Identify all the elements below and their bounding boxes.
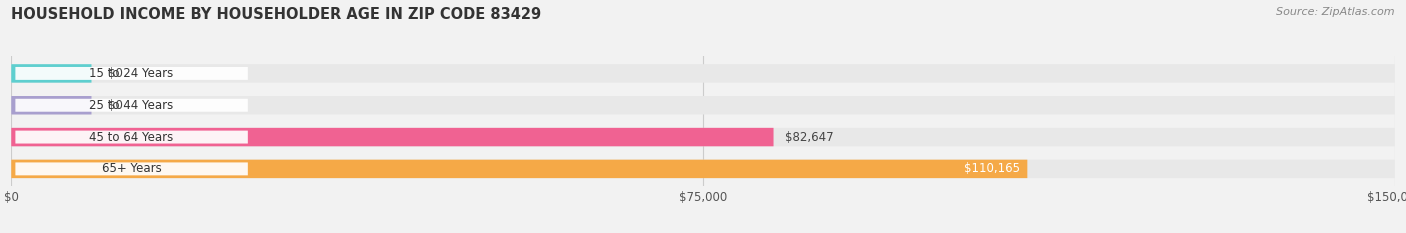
FancyBboxPatch shape (15, 67, 247, 80)
Text: 65+ Years: 65+ Years (101, 162, 162, 175)
Text: HOUSEHOLD INCOME BY HOUSEHOLDER AGE IN ZIP CODE 83429: HOUSEHOLD INCOME BY HOUSEHOLDER AGE IN Z… (11, 7, 541, 22)
FancyBboxPatch shape (11, 64, 1395, 83)
FancyBboxPatch shape (11, 96, 1395, 114)
FancyBboxPatch shape (11, 160, 1395, 178)
FancyBboxPatch shape (15, 99, 247, 112)
FancyBboxPatch shape (11, 96, 91, 114)
FancyBboxPatch shape (11, 128, 773, 146)
Text: 25 to 44 Years: 25 to 44 Years (90, 99, 174, 112)
Text: 15 to 24 Years: 15 to 24 Years (90, 67, 174, 80)
Text: $82,647: $82,647 (785, 130, 834, 144)
Text: $110,165: $110,165 (965, 162, 1021, 175)
FancyBboxPatch shape (11, 64, 91, 83)
Text: 45 to 64 Years: 45 to 64 Years (90, 130, 174, 144)
FancyBboxPatch shape (11, 160, 1028, 178)
Text: $0: $0 (108, 99, 122, 112)
FancyBboxPatch shape (15, 162, 247, 175)
FancyBboxPatch shape (11, 128, 1395, 146)
Text: $0: $0 (108, 67, 122, 80)
FancyBboxPatch shape (15, 131, 247, 144)
Text: Source: ZipAtlas.com: Source: ZipAtlas.com (1277, 7, 1395, 17)
